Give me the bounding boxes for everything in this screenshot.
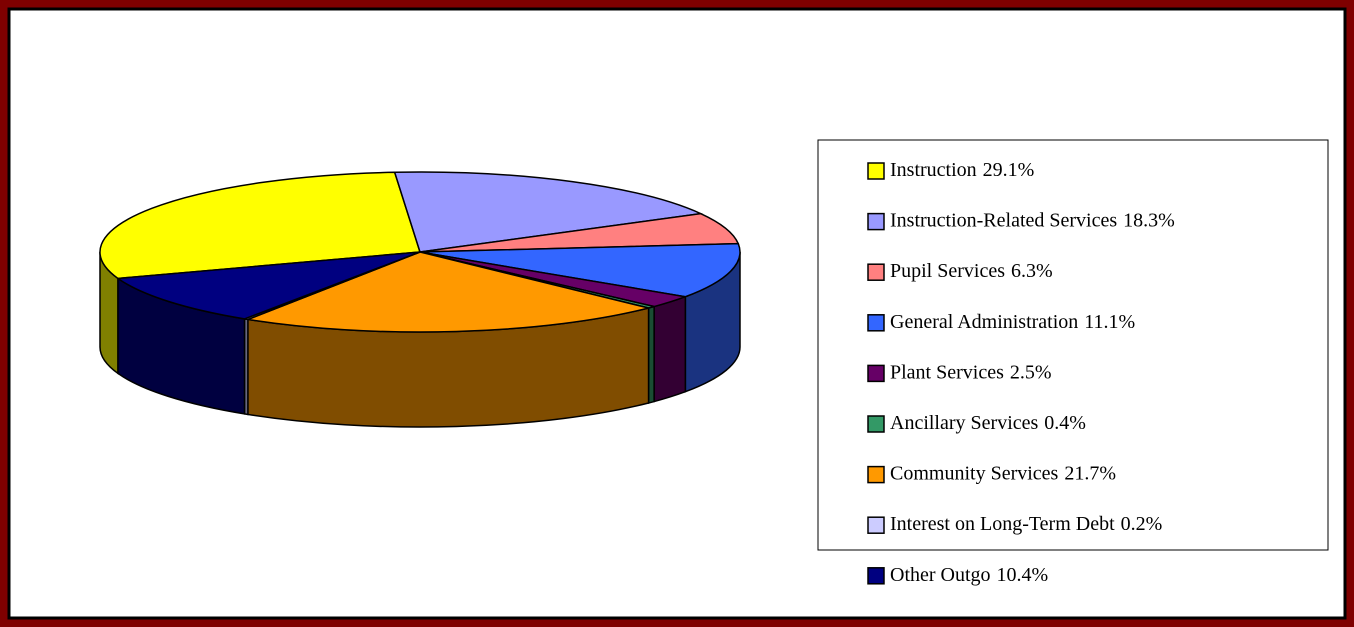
legend-value: 21.7% [1064, 462, 1116, 484]
legend-value: 2.5% [1010, 361, 1052, 383]
slice-side [647, 305, 655, 404]
slice-side [653, 295, 687, 403]
slice [419, 242, 741, 298]
legend-label: Plant Services 2.5% [890, 361, 1052, 383]
legend-name: Ancillary Services [890, 412, 1038, 434]
legend-label: Other Outgo 10.4% [890, 563, 1048, 585]
legend-label: General Administration 11.1% [890, 310, 1135, 332]
legend [817, 139, 1329, 551]
legend-name: General Administration [890, 310, 1078, 332]
legend-swatch [867, 263, 885, 281]
legend-name: Interest on Long-Term Debt [890, 513, 1115, 535]
legend-name: Other Outgo [890, 563, 991, 585]
legend-value: 10.4% [997, 563, 1049, 585]
legend-name: Pupil Services [890, 260, 1005, 282]
legend-name: Instruction-Related Services [890, 209, 1117, 231]
legend-swatch [867, 314, 885, 332]
legend-items: Instruction 29.1% Instruction-Related Serv… [867, 159, 1175, 585]
legend-swatch [867, 516, 885, 534]
legend-name: Community Services [890, 462, 1059, 484]
legend-label: Instruction-Related Services 18.3% [890, 209, 1175, 231]
legend-label: Ancillary Services 0.4% [890, 412, 1086, 434]
legend-swatch [867, 212, 885, 231]
legend-label: Interest on Long-Term Debt 0.2% [890, 513, 1162, 535]
legend-value: 0.2% [1121, 513, 1163, 535]
legend-name: Instruction [890, 159, 977, 181]
legend-value: 29.1% [983, 159, 1035, 181]
slice [245, 251, 649, 333]
legend-value: 0.4% [1044, 412, 1086, 434]
legend-swatch [867, 465, 885, 484]
pie [99, 171, 741, 428]
legend-label: Pupil Services 6.3% [890, 260, 1053, 282]
slice [393, 171, 704, 253]
legend-name: Plant Services [890, 361, 1004, 383]
slice [99, 171, 421, 280]
legend-value: 6.3% [1011, 260, 1053, 282]
legend-swatch [867, 415, 885, 433]
legend-label: Community Services 21.7% [890, 462, 1116, 484]
legend-value: 18.3% [1123, 209, 1175, 231]
legend-label: Instruction 29.1% [890, 159, 1034, 181]
slice [115, 251, 421, 320]
legend-swatch [867, 364, 885, 383]
legend-value: 11.1% [1084, 310, 1135, 332]
legend-swatch [867, 567, 885, 585]
legend-swatch [867, 162, 885, 180]
